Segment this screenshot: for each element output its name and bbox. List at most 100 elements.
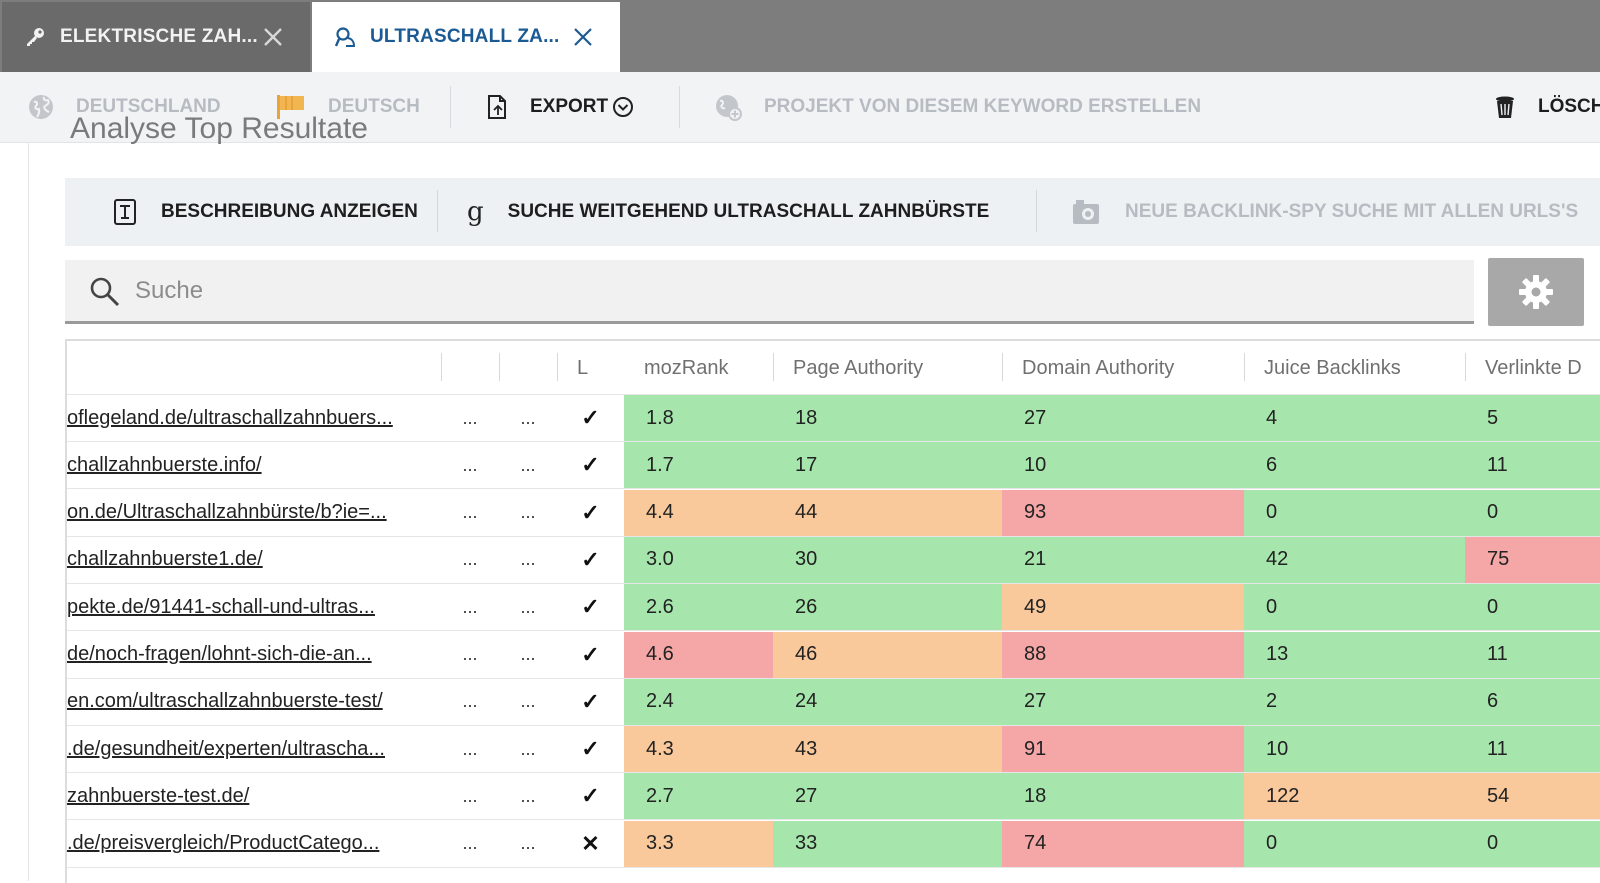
url-link[interactable]: .de/gesundheit/experten/ultrascha...	[67, 737, 385, 760]
description-icon	[113, 198, 137, 226]
language-selector[interactable]: DEUTSCH	[276, 72, 420, 142]
more-cell[interactable]: ...	[520, 738, 536, 759]
create-project-button[interactable]: PROJEKT VON DIESEM KEYWORD ERSTELLEN	[714, 72, 1201, 142]
section-title-text: Analyse Top Resultate	[70, 112, 368, 145]
more-cell[interactable]: ...	[462, 833, 478, 854]
more-cell[interactable]: ...	[520, 454, 536, 475]
more-cell[interactable]: ...	[462, 644, 478, 664]
page-authority-cell: 44	[773, 489, 1002, 536]
search-broad-button[interactable]: g SUCHE WEITGEHEND ULTRASCHALL ZAHNBÜRST…	[467, 178, 989, 246]
delete-button[interactable]: LÖSCH	[1494, 72, 1600, 142]
url-cell: .de/gesundheit/experten/ultrascha...	[67, 726, 441, 772]
table-row[interactable]: en.com/ultraschallzahnbuerste-test/.....…	[67, 678, 1600, 726]
more-cell[interactable]: ...	[462, 738, 478, 759]
column-header-juice-backlinks[interactable]: Juice Backlinks	[1264, 356, 1401, 379]
more-cell[interactable]: ...	[462, 785, 478, 806]
table-row[interactable]: pekte.de/91441-schall-und-ultras........…	[67, 584, 1600, 632]
toolbar: DEUTSCHLAND DEUTSCH EXPORT PROJEKT VON D…	[0, 72, 1600, 143]
export-button[interactable]: EXPORT	[486, 72, 634, 142]
mozrank-cell: 3.0	[624, 536, 773, 583]
url-cell: on.de/Ultraschallzahnbürste/b?ie=...	[67, 490, 441, 536]
more-cell[interactable]: ...	[520, 833, 536, 854]
url-link[interactable]: pekte.de/91441-schall-und-ultras...	[67, 595, 375, 618]
column-header-url[interactable]	[67, 341, 441, 395]
trash-icon	[1494, 94, 1516, 120]
divider	[1036, 190, 1037, 232]
close-icon[interactable]	[260, 24, 286, 50]
url-link[interactable]: challzahnbuerste1.de/	[67, 548, 263, 571]
indexed-status-cell: ✓	[581, 736, 600, 762]
column-header-mozrank[interactable]: mozRank	[644, 356, 729, 379]
table-row[interactable]: on.de/Ultraschallzahnbürste/b?ie=.......…	[67, 489, 1600, 537]
mozrank-cell: 2.4	[624, 678, 773, 725]
linked-domains-cell: 11	[1465, 726, 1600, 773]
indexed-status-cell: ✓	[581, 594, 600, 620]
column-header-linked-domains[interactable]: Verlinkte D	[1485, 356, 1582, 379]
tab-ultraschall-zahnbuerste[interactable]: ULTRASCHALL ZA...	[312, 2, 620, 72]
more-cell[interactable]: ...	[462, 407, 478, 428]
search-person-icon	[334, 26, 356, 48]
more-cell[interactable]: ...	[520, 691, 536, 712]
url-link[interactable]: de/noch-fragen/lohnt-sich-die-an...	[67, 643, 372, 665]
url-link[interactable]: zahnbuerste-test.de/	[67, 784, 250, 807]
export-label: EXPORT	[530, 96, 609, 117]
create-project-label: PROJEKT VON DIESEM KEYWORD ERSTELLEN	[764, 96, 1202, 117]
key-icon	[24, 26, 46, 48]
column-divider	[1465, 353, 1466, 381]
url-cell: challzahnbuerste1.de/	[67, 537, 441, 583]
juice-backlinks-cell: 122	[1244, 773, 1465, 820]
url-link[interactable]: challzahnbuerste.info/	[67, 453, 262, 476]
more-cell[interactable]: ...	[520, 502, 536, 523]
page-authority-cell: 26	[773, 584, 1002, 631]
search-icon	[89, 276, 121, 313]
juice-backlinks-cell: 0	[1244, 584, 1465, 631]
linked-domains-cell: 75	[1465, 536, 1600, 583]
mozrank-cell: 2.7	[624, 773, 773, 820]
table-row[interactable]: .de/gesundheit/experten/ultrascha.......…	[67, 726, 1600, 774]
more-cell[interactable]: ...	[520, 549, 536, 570]
table-row[interactable]: zahnbuerste-test.de/...... ✓ 2.7 27 18 122 54	[67, 773, 1600, 821]
results-table: L mozRank Page Authority Domain Authorit…	[65, 339, 1600, 883]
show-description-button[interactable]: BESCHREIBUNG ANZEIGEN	[113, 178, 418, 246]
table-row[interactable]: challzahnbuerste.info/...... ✓ 1.7 17 10 6 11	[67, 442, 1600, 490]
table-row[interactable]: challzahnbuerste1.de/...... ✓ 3.0 30 21 42 75	[67, 536, 1600, 584]
linked-domains-cell: 5	[1465, 395, 1600, 441]
spy-icon	[1071, 198, 1101, 226]
close-icon[interactable]	[570, 24, 596, 50]
more-cell[interactable]: ...	[462, 454, 478, 475]
more-cell[interactable]: ...	[462, 691, 478, 712]
country-selector[interactable]: DEUTSCHLAND	[28, 72, 221, 142]
more-cell[interactable]: ...	[462, 502, 478, 523]
more-cell[interactable]: ...	[462, 549, 478, 570]
indexed-status-cell: ✓	[581, 546, 600, 572]
divider	[679, 86, 680, 128]
table-row[interactable]: oflegeland.de/ultraschallzahnbuers......…	[67, 395, 1600, 442]
more-cell[interactable]: ...	[520, 596, 536, 617]
column-header-l[interactable]: L	[577, 356, 589, 379]
more-cell[interactable]: ...	[520, 407, 536, 428]
mozrank-cell: 4.4	[624, 489, 773, 536]
page-authority-cell: 43	[773, 726, 1002, 773]
url-link[interactable]: oflegeland.de/ultraschallzahnbuers...	[67, 406, 393, 429]
divider	[450, 86, 451, 128]
column-header-page-authority[interactable]: Page Authority	[793, 356, 924, 379]
country-label: DEUTSCHLAND	[76, 96, 221, 117]
more-cell[interactable]: ...	[462, 596, 478, 617]
column-header-b[interactable]	[499, 341, 557, 395]
column-header-domain-authority[interactable]: Domain Authority	[1022, 356, 1175, 379]
globe-icon	[28, 94, 54, 120]
backlink-spy-button[interactable]: NEUE BACKLINK-SPY SUCHE MIT ALLEN URLS'S	[1071, 178, 1578, 246]
more-cell[interactable]: ...	[520, 644, 536, 664]
table-row[interactable]: de/noch-fragen/lohnt-sich-die-an........…	[67, 631, 1600, 679]
table-row[interactable]: .de/preisvergleich/ProductCatego........…	[67, 820, 1600, 868]
more-cell[interactable]: ...	[520, 785, 536, 806]
url-link[interactable]: en.com/ultraschallzahnbuerste-test/	[67, 690, 383, 713]
search-input[interactable]	[133, 270, 1437, 312]
column-header-a[interactable]	[441, 341, 499, 395]
url-link[interactable]: .de/preisvergleich/ProductCatego...	[67, 832, 380, 855]
tab-elektrische-zahnbuerste[interactable]: ELEKTRISCHE ZAH...	[2, 2, 310, 72]
settings-button[interactable]	[1488, 258, 1584, 326]
linked-domains-cell: 11	[1465, 631, 1600, 678]
juice-backlinks-cell: 13	[1244, 631, 1465, 678]
url-link[interactable]: on.de/Ultraschallzahnbürste/b?ie=...	[67, 501, 387, 524]
